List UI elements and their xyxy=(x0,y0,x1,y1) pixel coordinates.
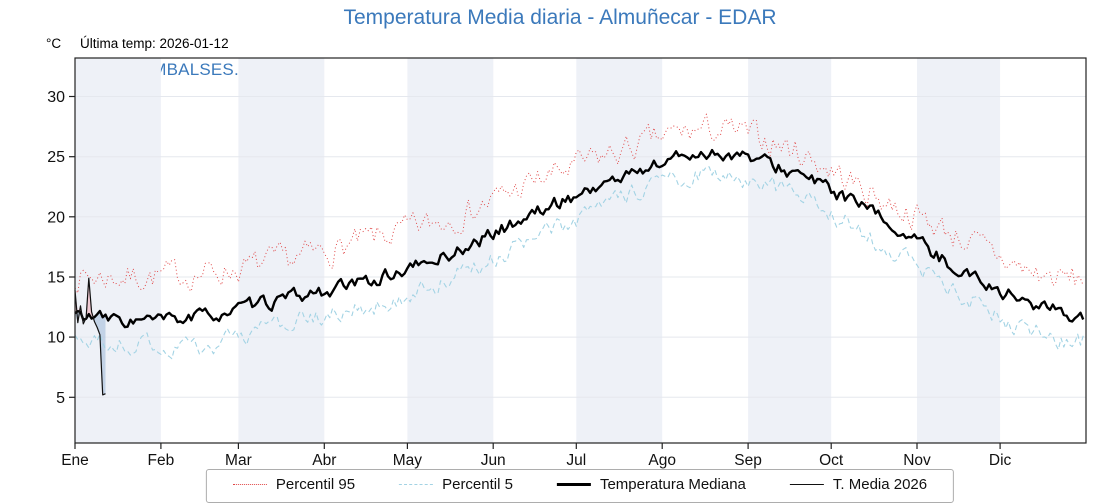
x-tick-label: Sep xyxy=(734,452,762,469)
legend-label: Temperatura Mediana xyxy=(599,476,746,493)
x-tick-label: Jul xyxy=(566,452,586,469)
y-unit-label: °C xyxy=(46,36,62,51)
legend-swatch-solid xyxy=(556,483,591,486)
month-band xyxy=(748,58,832,443)
y-tick-label: 20 xyxy=(47,209,65,226)
x-tick-label: Ago xyxy=(648,452,676,469)
x-tick-label: May xyxy=(393,452,423,469)
x-tick-label: Ene xyxy=(61,452,89,469)
x-tick-label: Abr xyxy=(312,452,336,469)
legend-label: Percentil 5 xyxy=(442,476,513,493)
legend-item: T. Media 2026 xyxy=(789,476,928,493)
month-band xyxy=(576,58,663,443)
series-line-temperatura-mediana xyxy=(74,148,1085,329)
x-tick-label: Dic xyxy=(989,452,1012,469)
y-tick-label: 15 xyxy=(47,270,65,287)
x-tick-label: Jun xyxy=(481,452,506,469)
legend-label: T. Media 2026 xyxy=(832,476,928,493)
y-tick-label: 10 xyxy=(47,330,65,347)
legend-swatch-solid xyxy=(789,484,824,485)
x-tick-label: Nov xyxy=(903,452,931,469)
chart-title: Temperatura Media diaria - Almuñecar - E… xyxy=(343,6,777,29)
legend-item: Percentil 5 xyxy=(399,476,513,493)
y-tick-label: 30 xyxy=(47,89,65,106)
legend-label: Percentil 95 xyxy=(275,476,356,493)
legend-swatch-dotted xyxy=(232,484,267,485)
legend-box: Percentil 95 Percentil 5 Temperatura Media… xyxy=(205,469,955,503)
y-tick-label: 5 xyxy=(56,390,65,407)
month-band xyxy=(75,58,161,443)
axis-box xyxy=(74,57,1087,444)
month-band xyxy=(407,58,494,443)
month-band xyxy=(238,58,325,443)
x-tick-label: Mar xyxy=(225,452,252,469)
y-tick-label: 25 xyxy=(47,149,65,166)
series-line-t-media-2026 xyxy=(74,277,106,396)
legend-item: Temperatura Mediana xyxy=(556,476,746,493)
x-tick-label: Feb xyxy=(148,452,175,469)
legend-swatch-dashed xyxy=(399,484,434,485)
last-temp-label: Última temp: 2026-01-12 xyxy=(80,36,229,51)
legend-item: Percentil 95 xyxy=(232,476,356,493)
x-tick-label: Oct xyxy=(819,452,844,469)
month-band xyxy=(917,58,1001,443)
